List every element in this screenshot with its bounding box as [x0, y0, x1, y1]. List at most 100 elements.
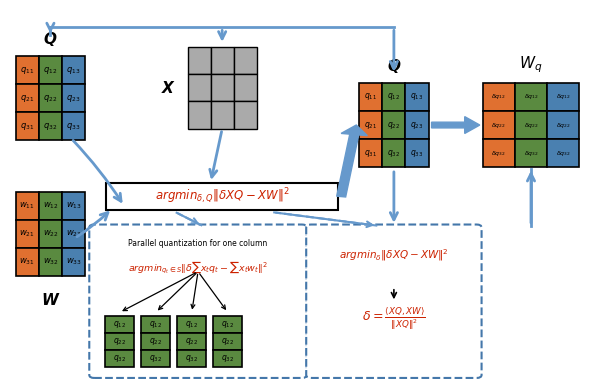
Bar: [213, 350, 242, 367]
Text: $q_{12}$: $q_{12}$: [221, 319, 234, 330]
Bar: [16, 192, 39, 220]
Bar: [515, 83, 547, 111]
Bar: [483, 139, 515, 167]
Text: $q_{12}$: $q_{12}$: [43, 65, 57, 76]
Text: $q_{13}$: $q_{13}$: [66, 65, 81, 76]
Text: $q_{22}$: $q_{22}$: [149, 336, 162, 347]
Bar: [234, 74, 257, 101]
Text: $q_{11}$: $q_{11}$: [364, 91, 378, 103]
Bar: [405, 139, 429, 167]
Bar: [105, 350, 134, 367]
Text: $q_{23}$: $q_{23}$: [410, 119, 423, 131]
Text: $q_{22}$: $q_{22}$: [113, 336, 126, 347]
Text: $q_{21}$: $q_{21}$: [20, 93, 34, 104]
Text: $\boldsymbol{X}$: $\boldsymbol{X}$: [161, 80, 176, 96]
Bar: [39, 248, 62, 276]
Bar: [234, 46, 257, 74]
Bar: [547, 111, 579, 139]
Text: $\delta q_{32}$: $\delta q_{32}$: [556, 149, 571, 157]
Bar: [483, 111, 515, 139]
Text: $q_{31}$: $q_{31}$: [20, 121, 34, 132]
Bar: [177, 316, 206, 333]
Bar: [62, 84, 85, 112]
Text: $q_{32}$: $q_{32}$: [221, 353, 234, 364]
Text: $q_{33}$: $q_{33}$: [410, 147, 423, 159]
Text: $argmin_{\delta}\|\delta XQ - XW\|^2$: $argmin_{\delta}\|\delta XQ - XW\|^2$: [339, 247, 449, 263]
Bar: [62, 112, 85, 140]
Bar: [16, 112, 39, 140]
Text: $w_{33}$: $w_{33}$: [66, 257, 82, 267]
Text: $w_{32}$: $w_{32}$: [42, 257, 58, 267]
Bar: [187, 101, 211, 129]
Text: $q_{22}$: $q_{22}$: [387, 119, 400, 131]
Text: $\boldsymbol{W_q}$: $\boldsymbol{W_q}$: [519, 54, 543, 74]
Bar: [382, 83, 405, 111]
Bar: [177, 350, 206, 367]
Text: $q_{32}$: $q_{32}$: [113, 353, 126, 364]
Text: $q_{12}$: $q_{12}$: [185, 319, 198, 330]
Text: $\delta q_{32}$: $\delta q_{32}$: [524, 149, 538, 157]
Bar: [62, 248, 85, 276]
Text: $q_{31}$: $q_{31}$: [364, 147, 378, 159]
Polygon shape: [336, 125, 367, 197]
Bar: [515, 139, 547, 167]
Text: $\delta q_{22}$: $\delta q_{22}$: [524, 121, 538, 129]
Text: $w_{23}$: $w_{23}$: [66, 229, 82, 239]
Bar: [62, 192, 85, 220]
Bar: [16, 56, 39, 84]
Bar: [39, 56, 62, 84]
Text: $w_{12}$: $w_{12}$: [42, 201, 58, 211]
Bar: [39, 220, 62, 248]
Bar: [39, 192, 62, 220]
Text: $q_{12}$: $q_{12}$: [387, 91, 400, 103]
Text: $w_{11}$: $w_{11}$: [19, 201, 35, 211]
Text: $q_{21}$: $q_{21}$: [364, 119, 378, 131]
Bar: [39, 84, 62, 112]
Bar: [211, 46, 234, 74]
Bar: [359, 139, 382, 167]
Bar: [405, 111, 429, 139]
Bar: [234, 101, 257, 129]
Bar: [187, 46, 211, 74]
Text: $q_{22}$: $q_{22}$: [221, 336, 234, 347]
Text: Parallel quantization for one column: Parallel quantization for one column: [129, 239, 268, 248]
Bar: [515, 111, 547, 139]
Text: $q_{32}$: $q_{32}$: [43, 121, 57, 132]
Text: $w_{13}$: $w_{13}$: [66, 201, 82, 211]
Bar: [382, 139, 405, 167]
Text: $q_{32}$: $q_{32}$: [149, 353, 162, 364]
Bar: [141, 316, 170, 333]
Text: $\boldsymbol{Q}$: $\boldsymbol{Q}$: [43, 30, 57, 48]
FancyBboxPatch shape: [306, 225, 481, 378]
Text: $\boldsymbol{Q}$: $\boldsymbol{Q}$: [387, 56, 401, 74]
Polygon shape: [432, 117, 480, 134]
Bar: [16, 248, 39, 276]
Bar: [547, 83, 579, 111]
Text: $argmin_{\delta,Q}\|\delta XQ - XW\|^2$: $argmin_{\delta,Q}\|\delta XQ - XW\|^2$: [155, 187, 289, 206]
Text: $q_{32}$: $q_{32}$: [185, 353, 198, 364]
Text: $q_{11}$: $q_{11}$: [20, 65, 34, 76]
Text: $\delta q_{12}$: $\delta q_{12}$: [556, 93, 571, 101]
Bar: [187, 74, 211, 101]
Bar: [16, 84, 39, 112]
Bar: [62, 56, 85, 84]
Bar: [547, 139, 579, 167]
Bar: [105, 316, 134, 333]
Text: $\boldsymbol{W}$: $\boldsymbol{W}$: [40, 292, 60, 308]
Text: $argmin_{q_t \in S}\|\delta\sum x_t q_t - \sum x_t w_t\|^2$: $argmin_{q_t \in S}\|\delta\sum x_t q_t …: [128, 260, 268, 276]
Text: $q_{13}$: $q_{13}$: [410, 91, 423, 103]
Bar: [213, 316, 242, 333]
Bar: [106, 183, 338, 210]
Text: $w_{21}$: $w_{21}$: [19, 229, 35, 239]
Bar: [16, 220, 39, 248]
Text: $\delta q_{12}$: $\delta q_{12}$: [492, 93, 506, 101]
Text: $\delta q_{22}$: $\delta q_{22}$: [556, 121, 571, 129]
Bar: [141, 350, 170, 367]
Bar: [177, 333, 206, 350]
Bar: [211, 101, 234, 129]
Text: $q_{22}$: $q_{22}$: [43, 93, 57, 104]
Text: $q_{22}$: $q_{22}$: [185, 336, 198, 347]
Bar: [211, 74, 234, 101]
FancyBboxPatch shape: [89, 225, 307, 378]
Text: $\delta q_{32}$: $\delta q_{32}$: [492, 149, 506, 157]
